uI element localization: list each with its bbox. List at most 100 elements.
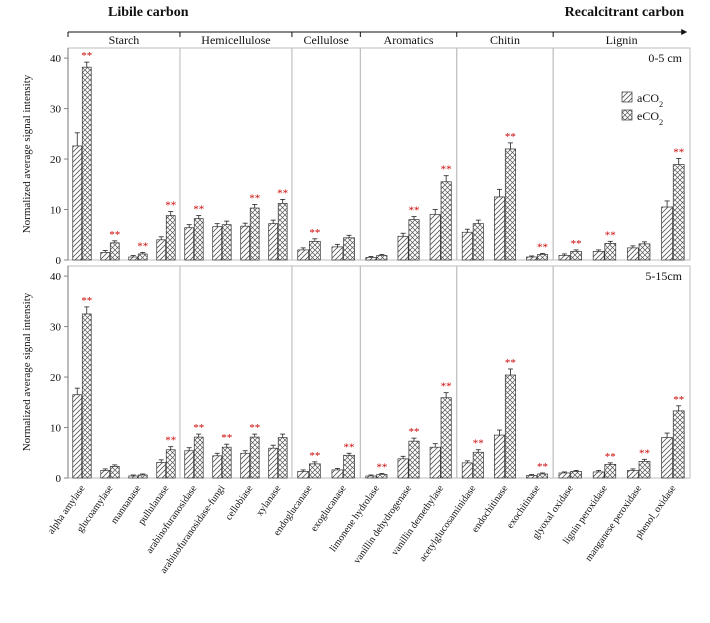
bar-eco2 — [377, 474, 387, 478]
bar-eco2 — [505, 375, 515, 478]
ytick-label: 10 — [50, 205, 62, 217]
sig-marker: ** — [221, 432, 232, 444]
sig-marker: ** — [109, 229, 120, 241]
sig-marker: ** — [81, 295, 92, 307]
bar-eco2 — [639, 244, 650, 260]
bar-eco2 — [278, 203, 287, 260]
bar-eco2 — [377, 255, 387, 260]
bar-eco2 — [441, 182, 451, 260]
legend-swatch — [622, 110, 632, 120]
bar-eco2 — [222, 447, 231, 478]
sig-marker: ** — [505, 357, 516, 369]
bar-aco2 — [213, 227, 222, 260]
bar-aco2 — [398, 459, 408, 478]
bar-eco2 — [82, 314, 91, 478]
xtick-label: exochitinase — [505, 483, 543, 531]
bar-eco2 — [571, 471, 582, 478]
bar-aco2 — [101, 252, 110, 260]
bar-eco2 — [344, 455, 355, 478]
figure: Libile carbonRecalcitrant carbonStarchHe… — [0, 0, 710, 623]
bar-aco2 — [185, 228, 194, 260]
xtick-label: xylanase — [254, 483, 283, 518]
bar-aco2 — [213, 456, 222, 478]
bar-eco2 — [673, 411, 684, 478]
bar-aco2 — [593, 251, 604, 260]
bar-aco2 — [298, 250, 309, 260]
bar-aco2 — [332, 470, 343, 478]
sig-marker: ** — [137, 240, 148, 252]
sig-marker: ** — [249, 422, 260, 434]
bar-eco2 — [473, 224, 483, 260]
bar-eco2 — [110, 466, 119, 478]
bar-eco2 — [441, 398, 451, 478]
sig-marker: ** — [605, 229, 616, 241]
sig-marker: ** — [309, 450, 320, 462]
y-axis-label: Normalized average signal intensity — [21, 74, 33, 233]
sig-marker: ** — [81, 50, 92, 62]
bar-eco2 — [82, 67, 91, 260]
ytick-label: 40 — [50, 271, 62, 283]
bar-aco2 — [559, 473, 570, 478]
group-label: Starch — [109, 33, 140, 47]
row-title: 0-5 cm — [648, 51, 682, 65]
legend-label: eCO2 — [637, 109, 663, 127]
bar-aco2 — [332, 247, 343, 260]
sig-marker: ** — [505, 131, 516, 143]
bar-aco2 — [627, 470, 638, 478]
bar-eco2 — [138, 475, 147, 478]
bar-aco2 — [366, 476, 376, 478]
bar-eco2 — [537, 474, 547, 478]
bar-eco2 — [222, 225, 231, 260]
bar-eco2 — [278, 438, 287, 478]
sig-marker: ** — [277, 187, 288, 199]
ytick-label: 40 — [50, 53, 62, 65]
bar-eco2 — [250, 437, 259, 478]
bar-aco2 — [366, 257, 376, 260]
bar-aco2 — [101, 470, 110, 478]
bar-aco2 — [269, 224, 278, 260]
sig-marker: ** — [409, 426, 420, 438]
bar-eco2 — [194, 437, 203, 478]
bar-aco2 — [241, 226, 250, 260]
bar-eco2 — [166, 216, 175, 260]
sig-marker: ** — [571, 238, 582, 250]
group-label: Aromatics — [384, 33, 434, 47]
bar-eco2 — [250, 208, 259, 260]
bar-aco2 — [494, 435, 504, 478]
bar-eco2 — [605, 243, 616, 260]
row-title: 5-15cm — [645, 269, 682, 283]
bar-eco2 — [110, 243, 119, 260]
header-left: Libile carbon — [108, 5, 189, 20]
header-right: Recalcitrant carbon — [565, 5, 685, 20]
sig-marker: ** — [309, 227, 320, 239]
bar-aco2 — [73, 146, 82, 260]
bar-aco2 — [462, 463, 472, 478]
sig-marker: ** — [673, 394, 684, 406]
sig-marker: ** — [639, 447, 650, 459]
bar-aco2 — [185, 451, 194, 478]
bar-aco2 — [430, 447, 440, 478]
bar-aco2 — [662, 438, 673, 478]
bar-eco2 — [537, 254, 547, 260]
bar-aco2 — [298, 471, 309, 478]
xtick-label: acetylglucosaminidase — [417, 483, 478, 564]
bar-eco2 — [344, 238, 355, 260]
sig-marker: ** — [165, 435, 176, 447]
sig-marker: ** — [249, 192, 260, 204]
group-label: Chitin — [490, 33, 520, 47]
bar-aco2 — [398, 236, 408, 260]
sig-marker: ** — [537, 461, 548, 473]
sig-marker: ** — [193, 204, 204, 216]
legend-label: aCO2 — [637, 91, 663, 109]
bar-eco2 — [639, 461, 650, 478]
sig-marker: ** — [441, 164, 452, 176]
sig-marker: ** — [605, 451, 616, 463]
ytick-label: 0 — [56, 255, 62, 267]
sig-marker: ** — [473, 438, 484, 450]
sig-marker: ** — [376, 461, 387, 473]
bar-aco2 — [526, 475, 536, 478]
ytick-label: 0 — [56, 473, 62, 485]
sig-marker: ** — [441, 381, 452, 393]
bar-eco2 — [571, 251, 582, 260]
bar-eco2 — [605, 464, 616, 478]
